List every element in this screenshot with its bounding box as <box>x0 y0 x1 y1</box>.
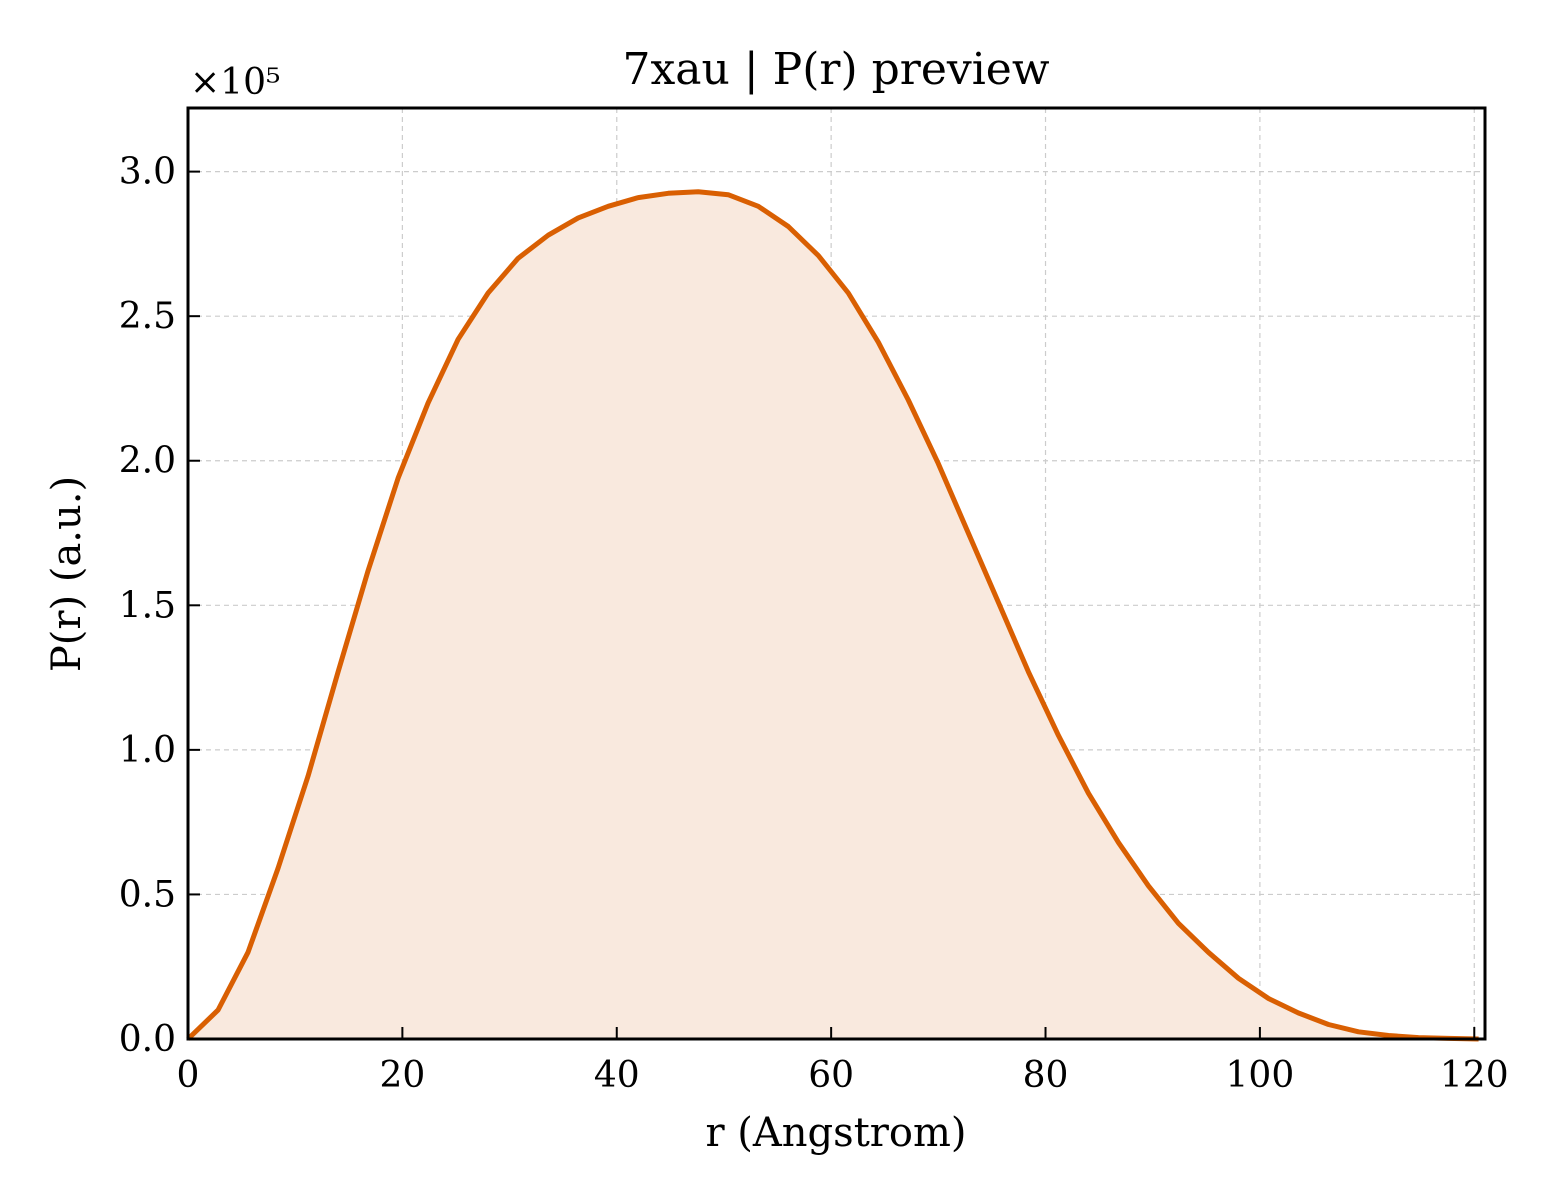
x-tick-label: 40 <box>594 1055 640 1096</box>
y-tick-label: 2.5 <box>119 296 176 337</box>
plot-frame <box>186 106 1487 1041</box>
y-tick-label: 1.0 <box>119 730 176 771</box>
y-axis-label: P(r) (a.u.) <box>44 476 90 672</box>
x-tick-label: 0 <box>177 1055 200 1096</box>
y-tick-label: 0.0 <box>119 1019 176 1060</box>
y-axis-ticks: 0.0 0.5 1.0 1.5 2.0 2.5 3.0 <box>119 152 200 1060</box>
pr-curve-line <box>186 189 1479 1042</box>
x-tick-label: 100 <box>1226 1055 1295 1096</box>
y-offset-label: ×10⁵ <box>190 62 280 103</box>
x-tick-label: 60 <box>808 1055 854 1096</box>
y-tick-label: 3.0 <box>119 152 176 193</box>
y-tick-label: 2.0 <box>119 441 176 482</box>
pr-area-fill <box>188 191 1479 1040</box>
x-tick-label: 20 <box>379 1055 425 1096</box>
y-tick-label: 1.5 <box>119 585 176 626</box>
x-tick-label: 80 <box>1023 1055 1069 1096</box>
chart-title: 7xau | P(r) preview <box>622 44 1049 95</box>
y-tick-label: 0.5 <box>119 874 176 915</box>
x-axis-label: r (Angstrom) <box>705 1110 966 1156</box>
x-tick-label: 120 <box>1440 1055 1509 1096</box>
x-axis-ticks: 0 20 40 60 80 100 120 <box>177 1027 1509 1096</box>
